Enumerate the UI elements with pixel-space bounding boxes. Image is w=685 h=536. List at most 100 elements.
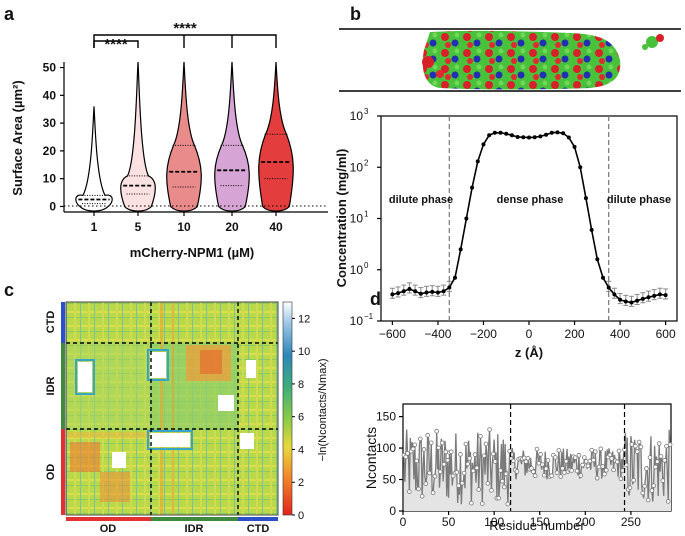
contacts-point <box>414 458 419 464</box>
contacts-point <box>525 455 531 461</box>
contact-map-hotspots <box>66 302 231 515</box>
contacts-point <box>481 453 487 458</box>
y-tick-label: 100 <box>376 441 396 455</box>
contacts-point <box>410 446 416 452</box>
x-tick-label: 50 <box>442 515 456 529</box>
contacts-point <box>616 448 622 454</box>
contacts-profile <box>401 427 673 511</box>
contacts-point <box>436 445 441 451</box>
contacts-point <box>574 468 580 474</box>
y-tick-label: 40 <box>43 88 57 102</box>
y-tick-label: 0 <box>389 504 396 518</box>
domain-bar-y-ctd <box>61 302 65 343</box>
contacts-point <box>439 440 445 446</box>
data-point <box>538 134 543 139</box>
contacts-point <box>416 486 421 492</box>
contacts-point <box>629 442 635 447</box>
contacts-point <box>405 451 410 456</box>
contacts-point <box>662 458 667 463</box>
protein-chain-dilute <box>436 70 444 78</box>
domain-label-y-idr: IDR <box>45 376 57 395</box>
data-point <box>504 131 509 136</box>
data-point <box>464 216 469 221</box>
panel-b-plot-frame <box>380 115 678 322</box>
data-point <box>646 295 651 300</box>
contacts-point <box>403 454 409 460</box>
y-tick-label: 10 <box>43 172 57 186</box>
data-point <box>595 257 600 262</box>
y-tick-label: 10 <box>350 263 364 277</box>
domain-label-x-od: OD <box>100 523 117 535</box>
data-point <box>640 296 645 301</box>
domain-bar-x-idr <box>151 517 238 521</box>
contacts-point <box>594 475 600 481</box>
data-point <box>612 292 617 297</box>
contacts-point <box>607 452 613 458</box>
contacts-point <box>653 464 658 470</box>
contacts-point <box>478 433 483 439</box>
panel-a-xlabel: mCherry-NPM1 (µM) <box>130 245 255 260</box>
significance-label-short: **** <box>104 36 128 53</box>
panel-b-letter: b <box>350 4 361 24</box>
x-tick-label: 20 <box>225 220 239 234</box>
contacts-point <box>638 444 644 450</box>
contacts-point <box>534 446 540 452</box>
x-tick-label: 5 <box>135 220 142 234</box>
contacts-point <box>474 465 480 471</box>
protein-chain-dilute <box>646 36 658 48</box>
panel-a-letter: a <box>4 4 15 24</box>
contacts-point <box>556 448 562 453</box>
contacts-point <box>585 463 591 469</box>
contacts-point <box>667 442 673 447</box>
contacts-point <box>644 466 649 471</box>
contacts-point <box>660 478 666 483</box>
contacts-point <box>434 428 440 434</box>
colorbar-tick-label: 4 <box>298 444 304 456</box>
contacts-point <box>472 452 478 457</box>
x-tick-label: 0 <box>400 515 407 529</box>
protein-condensate-slab <box>422 30 621 90</box>
contacts-point <box>656 441 662 446</box>
panel-d-ticks: 0 50 100 150 200 250 0 50 100 150 <box>376 410 641 529</box>
data-point <box>492 130 497 135</box>
significance-label-long: **** <box>173 20 197 37</box>
contacts-point <box>465 461 471 467</box>
data-point <box>629 300 634 305</box>
data-point <box>447 285 452 290</box>
colorbar-tick-label: 2 <box>298 477 304 489</box>
data-point <box>635 298 640 303</box>
data-point <box>583 196 588 201</box>
data-point <box>521 135 526 140</box>
domain-label-y-ctd: CTD <box>45 311 57 334</box>
contacts-point <box>529 466 534 471</box>
contacts-point <box>476 487 481 492</box>
contacts-point <box>552 455 558 460</box>
contacts-point <box>640 490 646 496</box>
contacts-point <box>423 481 429 486</box>
contacts-point <box>470 468 476 474</box>
contacts-point <box>514 469 520 474</box>
contacts-point <box>576 453 582 458</box>
contacts-point <box>503 471 509 477</box>
panel-a-ticks: 0 10 20 30 40 50 1 5 10 20 40 <box>43 61 283 234</box>
contacts-point <box>651 483 656 488</box>
contacts-point <box>445 457 450 463</box>
contacts-point <box>438 469 443 475</box>
contacts-point <box>541 472 547 478</box>
colorbar <box>282 301 293 516</box>
contacts-point <box>593 449 598 454</box>
contacts-point <box>427 470 432 476</box>
data-point <box>555 130 560 135</box>
contacts-point <box>418 436 423 442</box>
contacts-point <box>432 473 438 479</box>
data-point <box>396 291 401 296</box>
data-point <box>549 130 554 135</box>
contacts-point <box>536 460 542 466</box>
panel-c: c <box>4 280 329 535</box>
contacts-point <box>578 473 584 478</box>
contacts-point <box>627 485 633 491</box>
contacts-point <box>614 459 620 465</box>
colorbar-tick-label: 10 <box>298 346 310 358</box>
contacts-point <box>543 466 549 471</box>
